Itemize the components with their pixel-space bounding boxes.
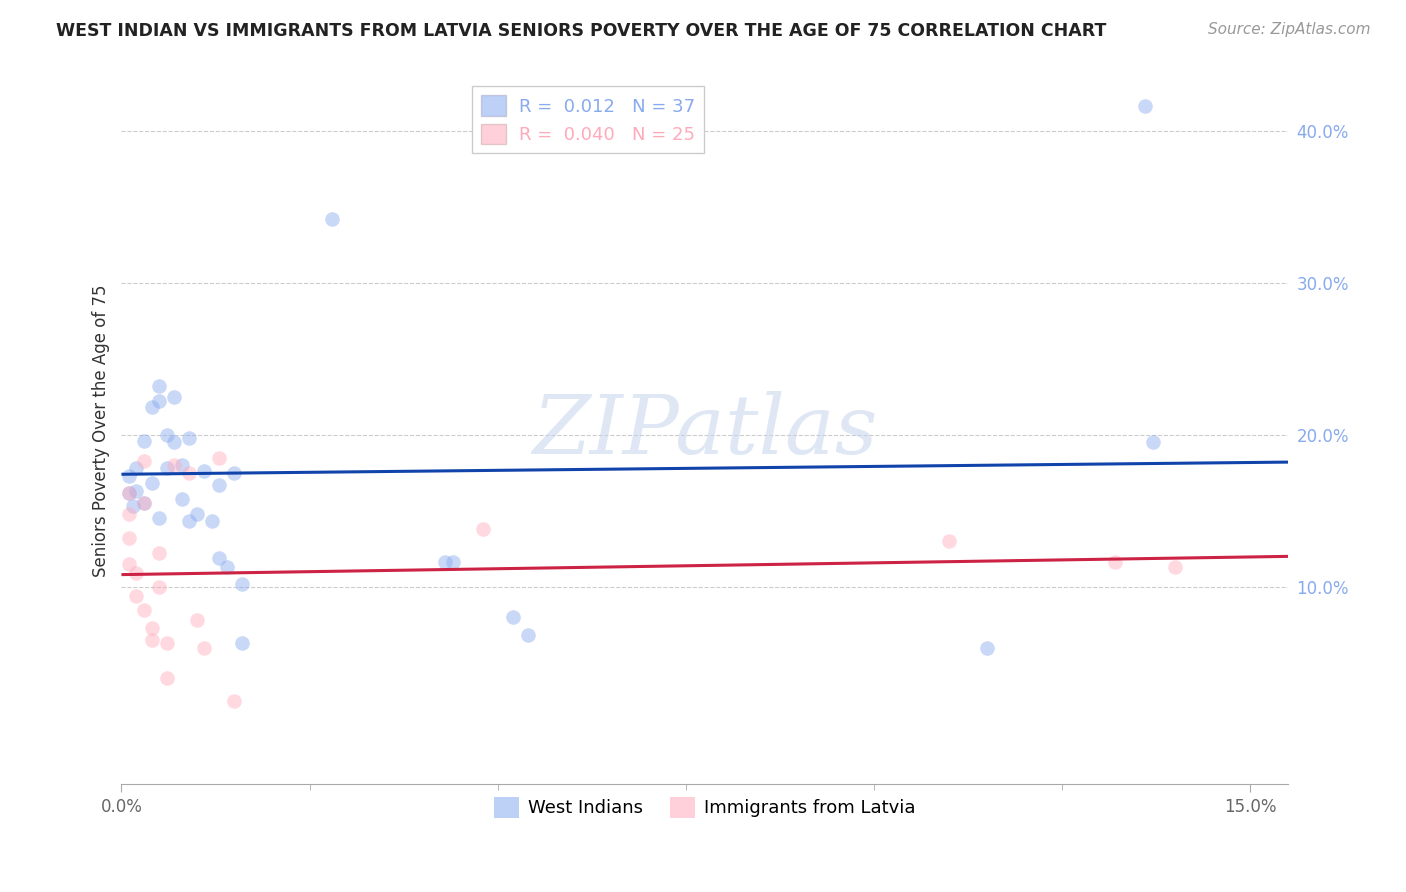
Point: [170, 491, 193, 506]
Point: [118, 557, 141, 571]
Point: [938, 534, 960, 549]
Point: [1104, 556, 1126, 570]
Point: [155, 636, 177, 650]
Point: [132, 434, 155, 448]
Point: [208, 478, 231, 492]
Point: [502, 610, 524, 624]
Point: [231, 636, 253, 650]
Point: [148, 379, 170, 393]
Point: [121, 499, 143, 513]
Point: [193, 464, 215, 478]
Point: [132, 602, 155, 616]
Point: [1142, 435, 1164, 450]
Point: [118, 507, 141, 521]
Point: [976, 640, 998, 655]
Point: [1133, 99, 1156, 113]
Point: [208, 550, 231, 565]
Point: [441, 556, 464, 570]
Point: [215, 560, 238, 574]
Point: [193, 640, 215, 655]
Point: [125, 483, 148, 498]
Point: [231, 576, 253, 591]
Point: [163, 435, 186, 450]
Point: [155, 461, 177, 475]
Text: Source: ZipAtlas.com: Source: ZipAtlas.com: [1208, 22, 1371, 37]
Point: [118, 468, 141, 483]
Point: [163, 390, 186, 404]
Point: [208, 450, 231, 465]
Text: ZIPatlas: ZIPatlas: [531, 391, 877, 471]
Point: [118, 485, 141, 500]
Point: [186, 507, 208, 521]
Point: [118, 485, 141, 500]
Point: [179, 431, 201, 445]
Point: [148, 580, 170, 594]
Point: [434, 556, 457, 570]
Point: [141, 476, 163, 491]
Point: [155, 671, 177, 685]
Point: [132, 496, 155, 510]
Point: [163, 458, 186, 472]
Point: [141, 401, 163, 415]
Point: [321, 211, 343, 226]
Point: [132, 496, 155, 510]
Point: [179, 466, 201, 480]
Point: [179, 515, 201, 529]
Point: [170, 458, 193, 472]
Point: [148, 511, 170, 525]
Y-axis label: Seniors Poverty Over the Age of 75: Seniors Poverty Over the Age of 75: [93, 285, 110, 577]
Point: [471, 522, 494, 536]
Point: [201, 515, 224, 529]
Text: WEST INDIAN VS IMMIGRANTS FROM LATVIA SENIORS POVERTY OVER THE AGE OF 75 CORRELA: WEST INDIAN VS IMMIGRANTS FROM LATVIA SE…: [56, 22, 1107, 40]
Point: [516, 628, 538, 642]
Point: [224, 466, 246, 480]
Point: [118, 531, 141, 545]
Point: [132, 453, 155, 467]
Point: [125, 461, 148, 475]
Point: [148, 546, 170, 560]
Point: [155, 427, 177, 442]
Point: [224, 694, 246, 708]
Point: [186, 613, 208, 627]
Point: [125, 589, 148, 603]
Point: [148, 394, 170, 409]
Point: [141, 632, 163, 647]
Point: [125, 566, 148, 580]
Point: [1164, 560, 1187, 574]
Point: [141, 621, 163, 635]
Legend: West Indians, Immigrants from Latvia: West Indians, Immigrants from Latvia: [486, 789, 922, 825]
